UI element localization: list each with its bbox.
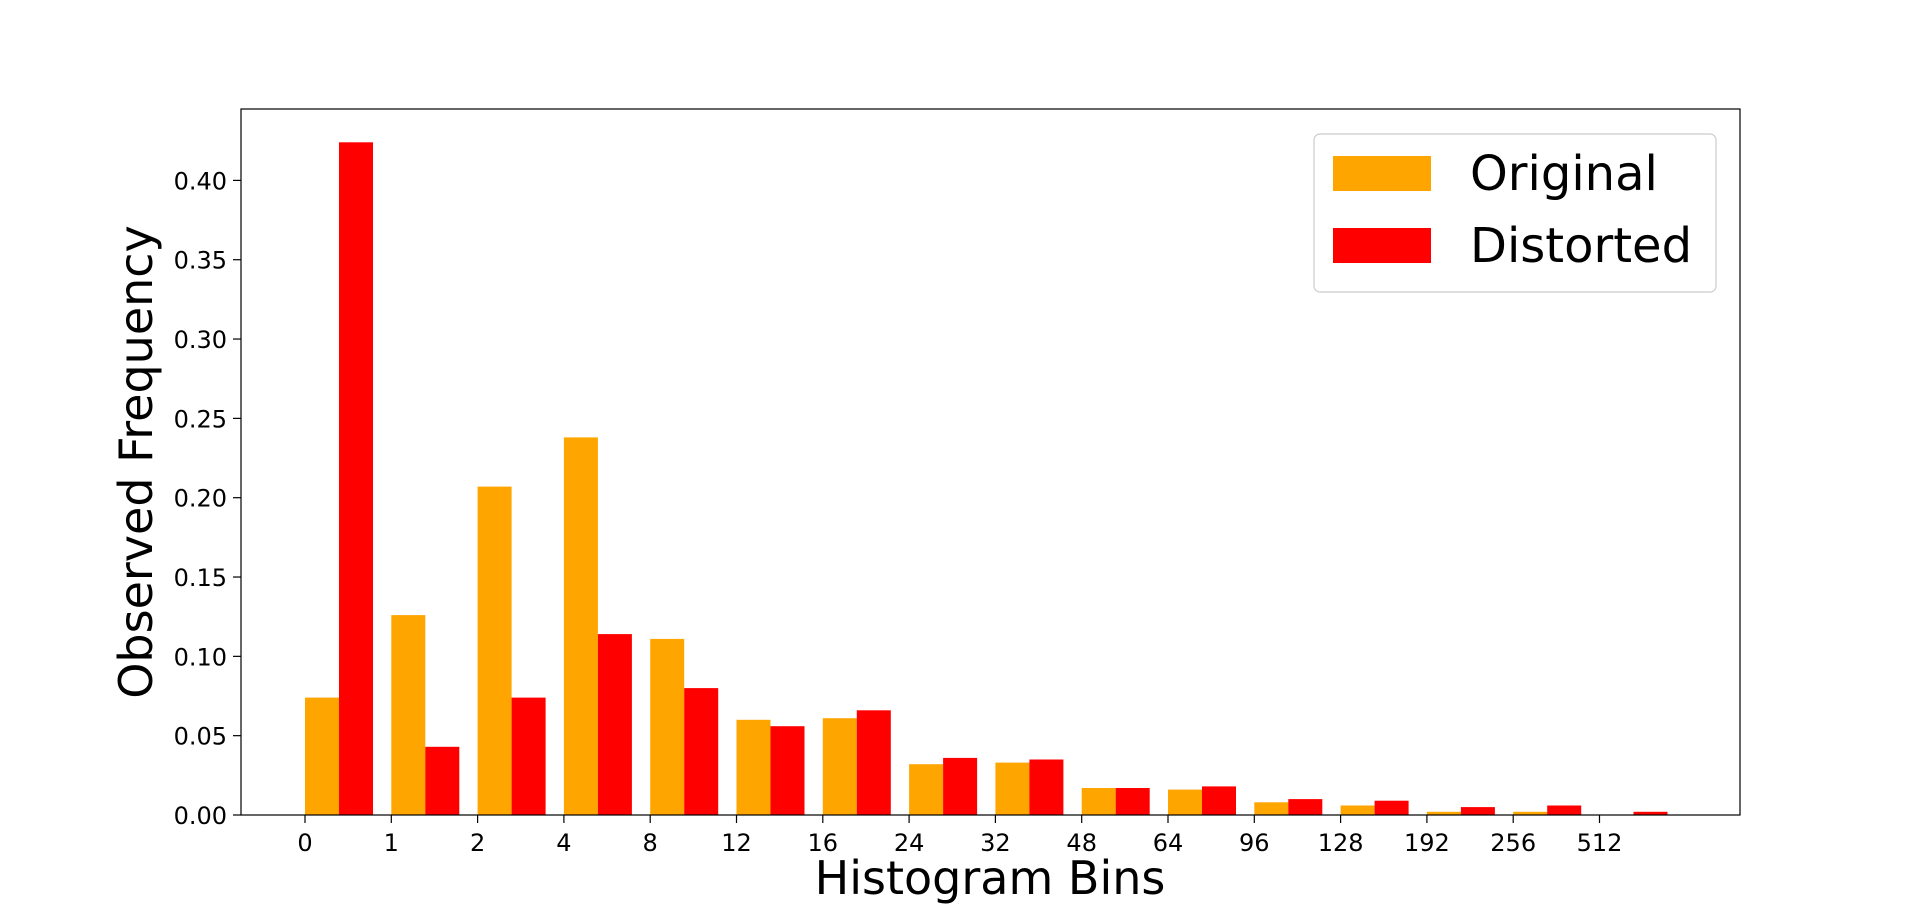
bar-original-32 — [995, 762, 1030, 815]
legend: Original Distorted — [1313, 133, 1717, 293]
bar-distorted-32 — [1029, 759, 1064, 815]
x-tick-label: 192 — [1404, 829, 1450, 857]
bar-original-16 — [822, 718, 857, 815]
x-tick-label: 256 — [1490, 829, 1536, 857]
legend-label-distorted: Distorted — [1470, 218, 1692, 274]
bar-original-48 — [1081, 788, 1116, 815]
x-axis-title: Histogram Bins — [815, 851, 1166, 905]
bar-distorted-2 — [511, 697, 546, 815]
bar-original-4 — [563, 437, 598, 815]
legend-swatch-original — [1333, 156, 1431, 191]
x-tick-label: 8 — [643, 829, 658, 857]
x-tick-label: 2 — [470, 829, 485, 857]
bar-distorted-48 — [1115, 788, 1150, 815]
bar-original-0 — [305, 697, 339, 815]
x-tick-label: 512 — [1577, 829, 1623, 857]
x-tick-label: 4 — [556, 829, 571, 857]
x-tick-label: 48 — [1066, 829, 1097, 857]
bars-layer — [305, 142, 1668, 816]
x-tick-label: 16 — [808, 829, 839, 857]
x-axis: 0 1 2 4 8 12 16 24 32 48 64 96 128 192 256 512 — [297, 815, 1622, 857]
x-tick-label: 1 — [384, 829, 399, 857]
bar-distorted-8 — [684, 688, 719, 815]
bar-original-192 — [1426, 811, 1461, 815]
y-tick-label: 0.25 — [174, 405, 227, 433]
x-tick-label: 128 — [1318, 829, 1364, 857]
y-tick-label: 0.15 — [174, 564, 227, 592]
y-tick-label: 0.00 — [174, 802, 227, 830]
x-tick-label: 96 — [1239, 829, 1270, 857]
bar-distorted-1 — [425, 746, 460, 815]
plot-frame — [240, 108, 1741, 816]
x-tick-label: 0 — [297, 829, 312, 857]
bar-distorted-128 — [1374, 800, 1409, 815]
bar-original-128 — [1340, 805, 1375, 815]
bar-original-256 — [1513, 811, 1548, 815]
bar-distorted-12 — [770, 726, 805, 815]
bar-distorted-512 — [1633, 811, 1668, 815]
y-tick-label: 0.40 — [174, 167, 227, 195]
bar-original-12 — [736, 719, 771, 815]
x-tick-label: 64 — [1153, 829, 1184, 857]
bar-distorted-4 — [597, 634, 632, 815]
x-tick-label: 32 — [980, 829, 1011, 857]
legend-label-original: Original — [1470, 146, 1658, 202]
y-tick-label: 0.05 — [174, 723, 227, 751]
bar-distorted-24 — [943, 757, 978, 815]
bar-original-8 — [650, 638, 685, 815]
x-tick-label: 24 — [894, 829, 925, 857]
y-axis-title: Observed Frequency — [109, 225, 163, 699]
y-axis: 0.00 0.05 0.10 0.15 0.20 0.25 0.30 0.35 0.40 — [174, 167, 241, 830]
bar-original-1 — [391, 615, 426, 815]
y-tick-label: 0.35 — [174, 247, 227, 275]
bar-original-2 — [477, 486, 512, 815]
bar-distorted-16 — [856, 710, 891, 815]
y-tick-label: 0.10 — [174, 643, 227, 671]
legend-swatch-distorted — [1333, 228, 1431, 263]
bar-original-24 — [909, 764, 944, 815]
bar-distorted-192 — [1460, 807, 1495, 815]
bar-distorted-64 — [1202, 786, 1236, 815]
y-tick-label: 0.20 — [174, 485, 227, 513]
bar-distorted-96 — [1288, 799, 1323, 815]
y-tick-label: 0.30 — [174, 326, 227, 354]
x-tick-label: 12 — [721, 829, 752, 857]
bar-distorted-0 — [339, 142, 373, 816]
bar-distorted-256 — [1547, 805, 1582, 815]
bar-original-96 — [1254, 802, 1289, 815]
bar-original-64 — [1168, 789, 1202, 815]
